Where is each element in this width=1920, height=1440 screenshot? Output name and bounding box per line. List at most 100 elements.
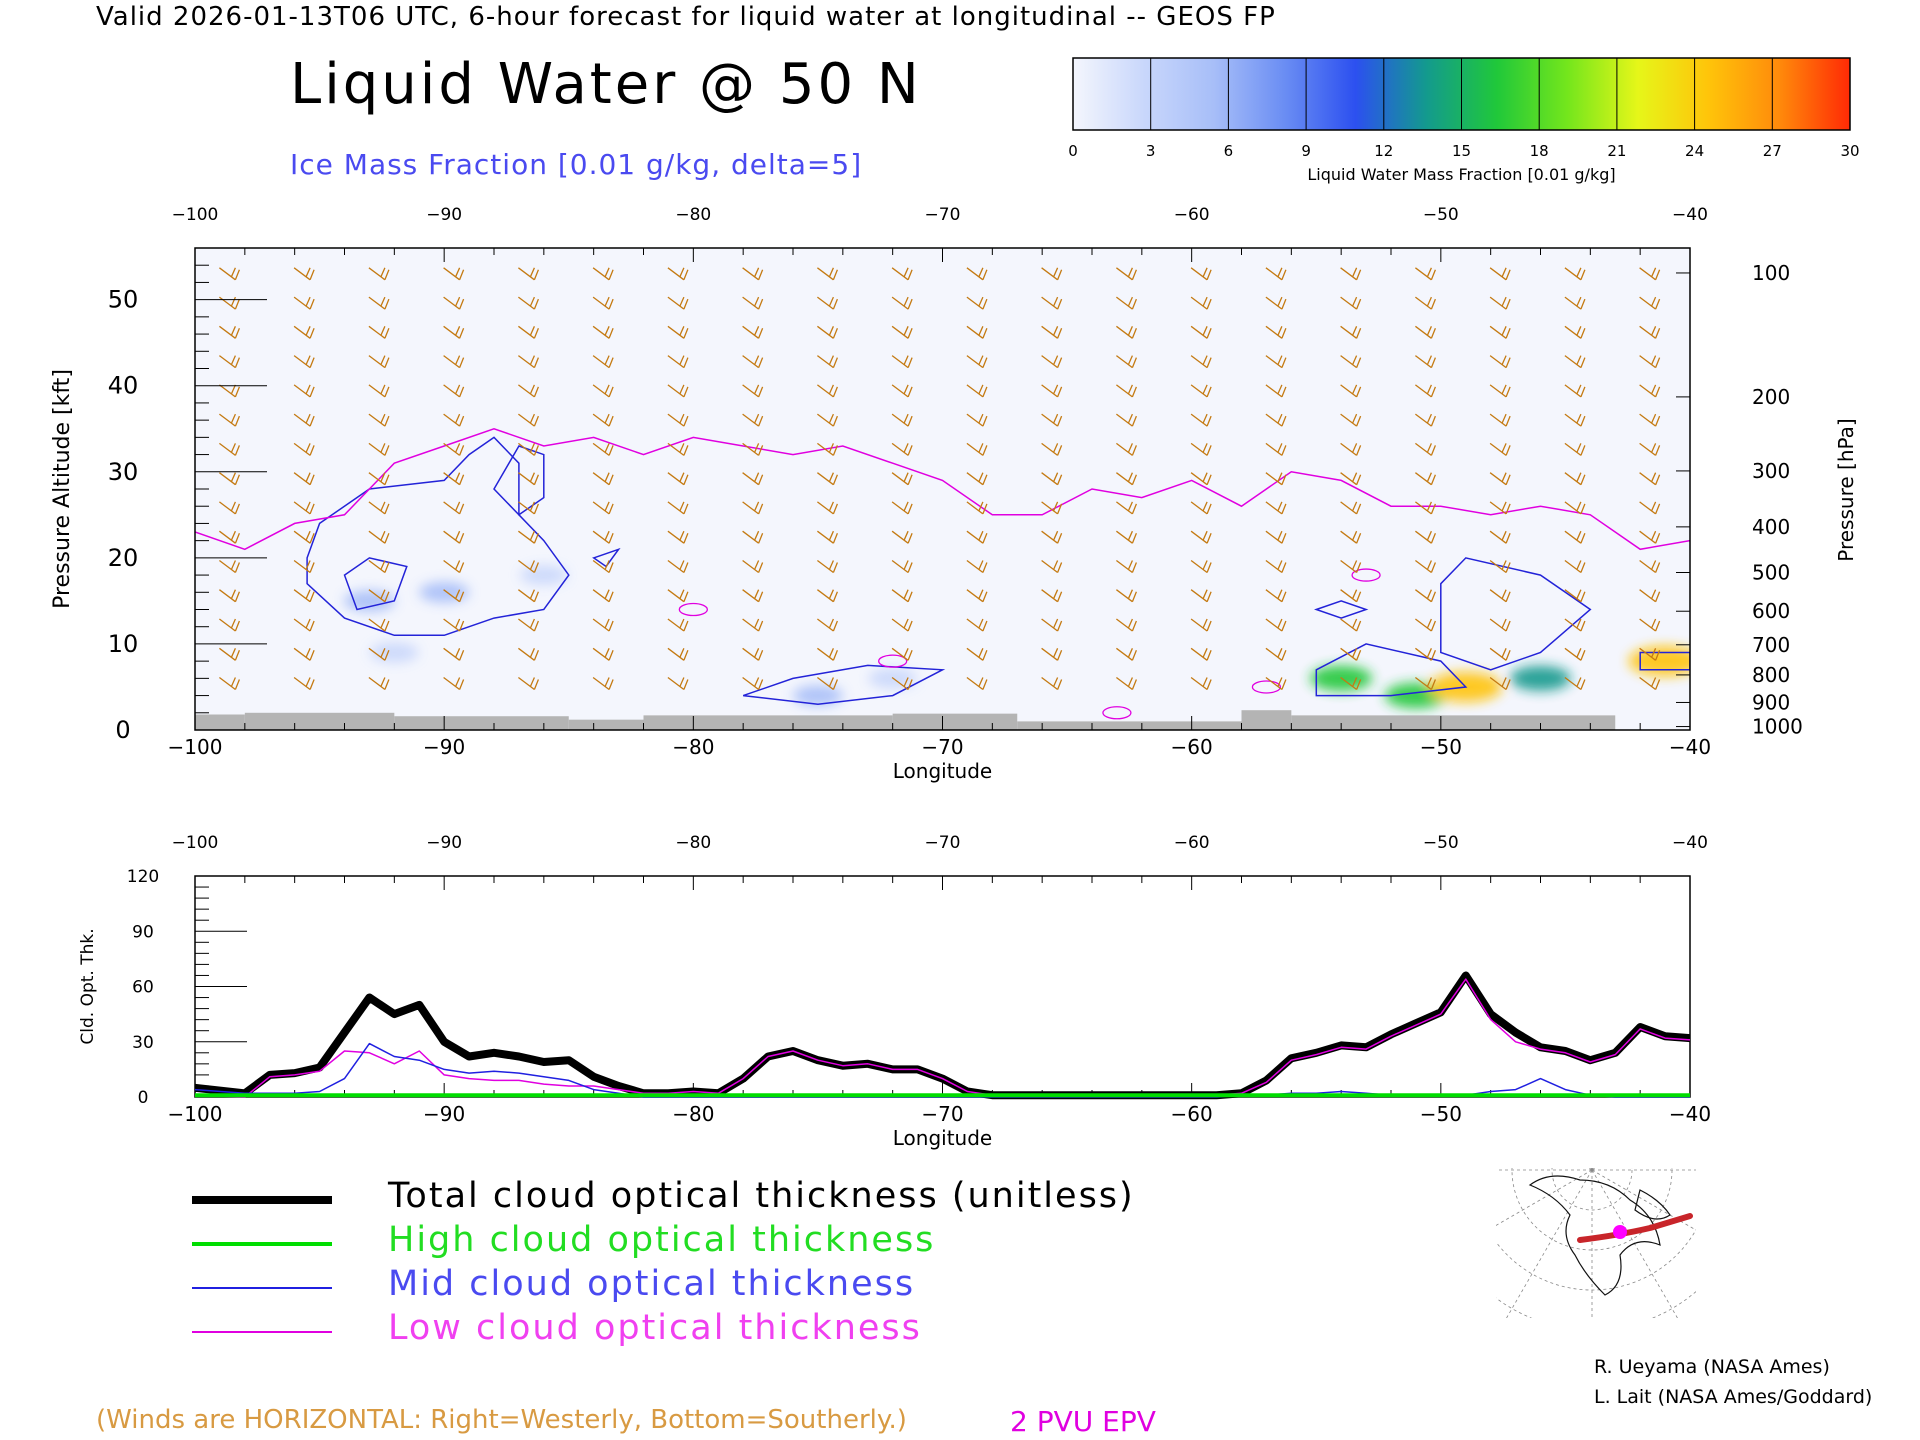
wind-barb-staff xyxy=(817,267,834,281)
wind-barb-flag xyxy=(305,472,311,482)
wind-barb-flag xyxy=(384,386,390,398)
wind-barb-flag xyxy=(305,530,311,541)
wind-barb xyxy=(368,676,390,691)
wind-barb-flag xyxy=(679,472,685,482)
wind-barb-flag xyxy=(1426,355,1432,365)
wind-barb-staff xyxy=(293,325,311,339)
wind-barb-flag xyxy=(1580,357,1586,368)
wind-barb xyxy=(891,413,913,427)
wind-barb-flag xyxy=(1131,679,1138,690)
terrain-block xyxy=(394,716,569,730)
wind-barb-flag xyxy=(679,296,685,307)
wind-barb-flag xyxy=(1281,386,1287,398)
wind-barb-flag xyxy=(234,620,241,632)
wind-barb-staff xyxy=(891,442,909,456)
x-tick-label: −80 xyxy=(672,735,714,759)
wind-barb-flag xyxy=(978,648,984,658)
wind-barb-flag xyxy=(757,532,764,544)
wind-barb-flag xyxy=(1430,562,1437,573)
wind-barb-flag xyxy=(458,620,465,632)
wind-barb xyxy=(667,589,689,603)
wind-barb-flag xyxy=(309,328,315,339)
wind-barb-staff xyxy=(293,296,311,310)
wind-barb-flag xyxy=(1202,267,1208,278)
wind-barb-flag xyxy=(1651,326,1657,336)
wind-barb-flag xyxy=(978,413,984,424)
wind-barb-flag xyxy=(384,269,390,281)
wind-barb-flag xyxy=(1501,443,1507,453)
wind-barb-flag xyxy=(832,532,839,544)
wind-barb xyxy=(293,501,315,515)
wind-barb xyxy=(1265,559,1287,574)
wind-barb xyxy=(368,355,390,369)
wind-barb-staff xyxy=(219,530,236,544)
wind-barb xyxy=(1415,384,1437,398)
wind-barb-flag xyxy=(828,326,834,336)
epv-loop xyxy=(1351,568,1381,582)
wind-barb-staff xyxy=(742,267,759,281)
wind-barb xyxy=(1489,384,1511,398)
wind-barb xyxy=(1489,442,1511,456)
wind-barb-flag xyxy=(1580,328,1586,339)
wind-barb-staff xyxy=(1489,325,1507,339)
wind-barb-flag xyxy=(903,355,909,365)
wind-barb-flag xyxy=(380,530,386,541)
wind-barb-flag xyxy=(604,267,610,278)
wind-barb-staff xyxy=(1415,618,1432,632)
wind-barb-staff xyxy=(368,472,386,486)
epv-loop xyxy=(1102,706,1132,720)
wind-barb-flag xyxy=(1580,445,1586,456)
wind-barb-flag xyxy=(458,679,465,690)
wind-barb-flag xyxy=(309,269,315,281)
wind-barb-flag xyxy=(1127,589,1133,599)
wind-barb xyxy=(966,618,988,632)
wind-barb-staff xyxy=(293,530,311,544)
wind-barb-staff xyxy=(1639,472,1656,486)
wind-barb-staff xyxy=(443,559,460,574)
wind-barb-flag xyxy=(903,530,909,541)
wind-barb-flag xyxy=(1654,474,1661,485)
wind-barb-flag xyxy=(608,415,614,427)
map-latitude xyxy=(1551,1168,1633,1211)
wind-barb xyxy=(368,618,390,632)
wind-barb-flag xyxy=(978,501,984,512)
wind-barb-staff xyxy=(592,647,610,661)
wind-barb xyxy=(966,325,988,339)
wind-barb xyxy=(443,384,465,398)
wind-barb xyxy=(1190,559,1212,574)
wind-barb-flag xyxy=(1056,415,1063,427)
wind-barb-flag xyxy=(1505,562,1511,573)
wind-barb xyxy=(1340,442,1362,456)
wind-barb xyxy=(1415,472,1437,486)
wind-barb-flag xyxy=(1056,503,1063,515)
wind-barb xyxy=(518,296,540,310)
wind-barb xyxy=(1564,355,1586,369)
wind-barb-flag xyxy=(1053,472,1059,482)
wind-barb-flag xyxy=(1501,618,1507,629)
wind-barb-flag xyxy=(1131,386,1138,398)
wind-barb-flag xyxy=(529,384,535,395)
wind-barb-staff xyxy=(1489,647,1507,661)
wind-barb-flag xyxy=(455,472,461,482)
wind-barb-flag xyxy=(230,472,236,482)
wind-barb-flag xyxy=(533,445,540,456)
wind-barb-staff xyxy=(443,589,460,603)
wind-barb-flag xyxy=(1053,618,1059,629)
wind-barb-flag xyxy=(533,328,540,339)
wind-barb-flag xyxy=(384,445,390,456)
wind-barb-flag xyxy=(1202,413,1208,424)
terrain-block xyxy=(892,713,1018,730)
wind-barb-staff xyxy=(1340,530,1357,544)
wind-barb xyxy=(1639,501,1661,515)
wind-barb-staff xyxy=(1041,442,1058,456)
wind-barb xyxy=(966,676,988,691)
wind-barb-flag xyxy=(455,560,461,570)
wind-barb xyxy=(1639,676,1661,691)
wind-barb xyxy=(219,442,241,456)
wind-barb-staff xyxy=(1190,530,1208,544)
wind-barb-flag xyxy=(230,326,236,336)
wind-barb-flag xyxy=(1505,298,1511,310)
wind-barb-flag xyxy=(1127,472,1133,482)
wind-barb-staff xyxy=(443,501,460,515)
wind-barb xyxy=(592,325,614,339)
